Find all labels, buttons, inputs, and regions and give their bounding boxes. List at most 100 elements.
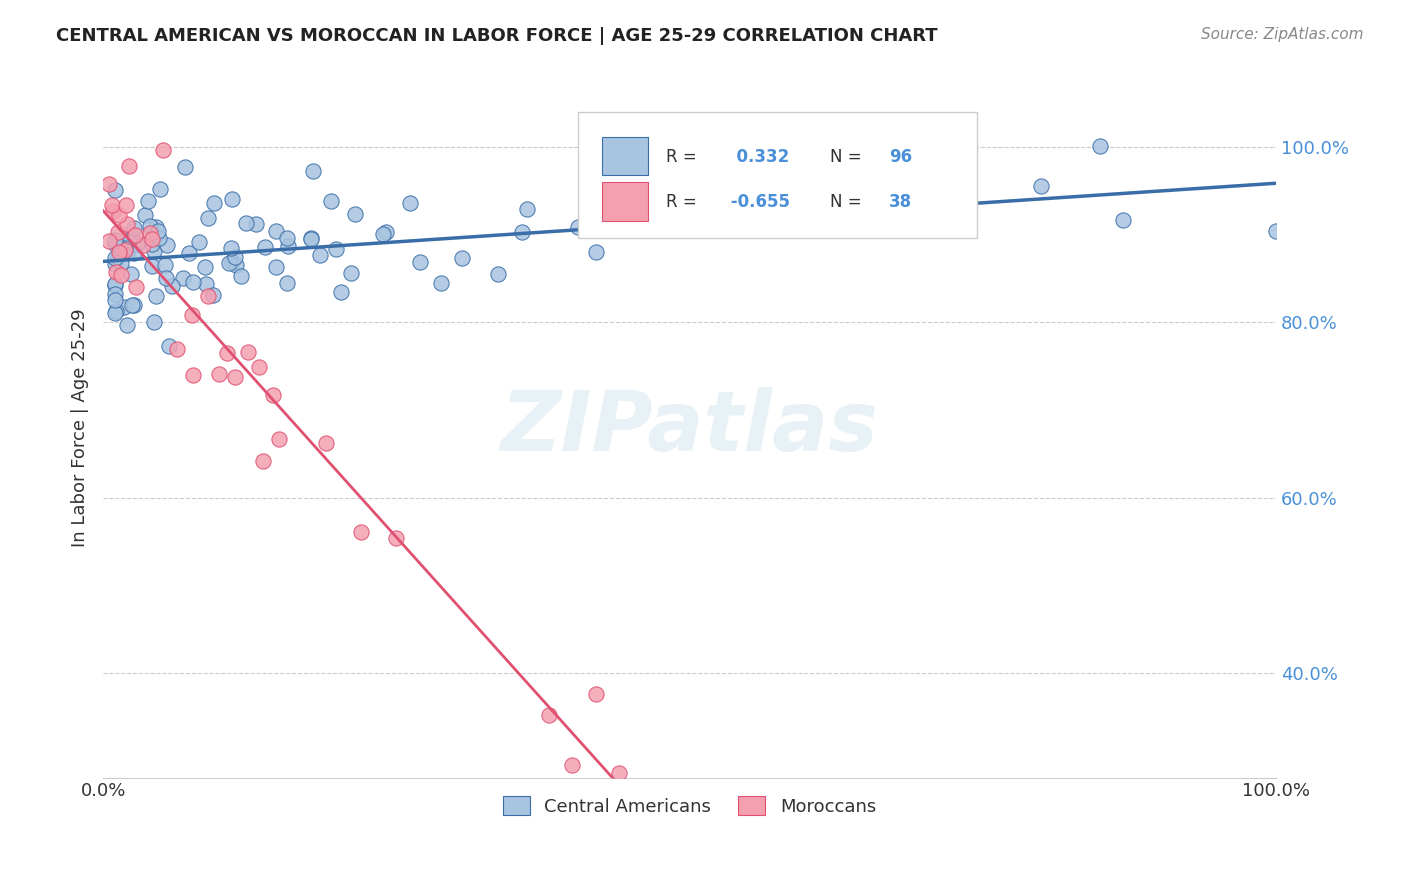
Point: [585, 687, 607, 701]
Point: [197, 211, 219, 226]
Point: [104, 277, 127, 292]
Point: [890, 200, 912, 214]
Point: [221, 241, 243, 255]
Point: [124, 221, 146, 235]
Point: [247, 360, 270, 375]
Point: [516, 202, 538, 216]
Point: [510, 225, 533, 239]
Point: [104, 293, 127, 307]
Point: [340, 266, 363, 280]
Point: [122, 246, 145, 260]
Point: [325, 242, 347, 256]
Point: [157, 338, 180, 352]
Point: [143, 244, 166, 259]
Point: [430, 276, 453, 290]
Text: ZIPatlas: ZIPatlas: [501, 387, 879, 468]
Point: [148, 231, 170, 245]
Point: [125, 280, 148, 294]
Point: [194, 260, 217, 274]
Point: [118, 159, 141, 173]
Point: [107, 225, 129, 239]
Point: [302, 163, 325, 178]
Point: [136, 194, 159, 208]
Point: [385, 531, 408, 545]
Point: [98, 234, 121, 248]
Point: [108, 245, 131, 260]
Point: [138, 219, 160, 234]
Point: [103, 203, 125, 218]
Point: [149, 182, 172, 196]
Legend: Central Americans, Moroccans: Central Americans, Moroccans: [494, 787, 886, 824]
Point: [181, 368, 204, 382]
FancyBboxPatch shape: [602, 183, 648, 221]
Point: [114, 241, 136, 255]
Point: [235, 216, 257, 230]
Point: [343, 206, 366, 220]
Point: [155, 270, 177, 285]
Point: [145, 289, 167, 303]
Point: [104, 233, 127, 247]
Point: [156, 237, 179, 252]
Point: [125, 236, 148, 251]
Point: [172, 271, 194, 285]
Point: [143, 315, 166, 329]
FancyBboxPatch shape: [578, 112, 977, 238]
Point: [267, 433, 290, 447]
Point: [202, 288, 225, 302]
Point: [141, 231, 163, 245]
Point: [105, 265, 128, 279]
Point: [224, 250, 246, 264]
Text: N =: N =: [831, 147, 862, 166]
Point: [110, 241, 132, 255]
Point: [173, 160, 195, 174]
Point: [567, 219, 589, 234]
Point: [124, 228, 146, 243]
Point: [132, 237, 155, 252]
Point: [166, 342, 188, 356]
Point: [101, 198, 124, 212]
Point: [225, 258, 247, 272]
Point: [181, 275, 204, 289]
Point: [371, 227, 394, 241]
Point: [224, 369, 246, 384]
Point: [188, 235, 211, 249]
Point: [115, 245, 138, 260]
Point: [1031, 179, 1053, 194]
Point: [204, 195, 226, 210]
Point: [104, 251, 127, 265]
Point: [139, 226, 162, 240]
Point: [104, 277, 127, 292]
Point: [229, 268, 252, 283]
Point: [162, 279, 184, 293]
Point: [375, 225, 398, 239]
Point: [276, 231, 298, 245]
Y-axis label: In Labor Force | Age 25-29: In Labor Force | Age 25-29: [72, 309, 89, 547]
Text: CENTRAL AMERICAN VS MOROCCAN IN LABOR FORCE | AGE 25-29 CORRELATION CHART: CENTRAL AMERICAN VS MOROCCAN IN LABOR FO…: [56, 27, 938, 45]
Point: [181, 308, 204, 322]
Point: [1265, 224, 1288, 238]
Point: [820, 184, 842, 198]
Point: [134, 208, 156, 222]
Point: [299, 232, 322, 246]
Point: [148, 224, 170, 238]
Text: 96: 96: [889, 147, 912, 166]
Point: [177, 245, 200, 260]
Point: [112, 300, 135, 314]
Point: [141, 237, 163, 252]
Point: [114, 243, 136, 257]
Point: [105, 303, 128, 318]
Point: [110, 268, 132, 283]
Text: -0.655: -0.655: [724, 193, 790, 211]
Point: [115, 217, 138, 231]
Point: [350, 524, 373, 539]
Point: [215, 346, 238, 360]
Point: [218, 256, 240, 270]
Point: [252, 454, 274, 468]
Point: [607, 765, 630, 780]
Point: [330, 285, 353, 300]
Point: [115, 318, 138, 333]
Point: [308, 248, 330, 262]
Point: [141, 259, 163, 273]
Point: [321, 194, 343, 208]
Point: [254, 240, 277, 254]
